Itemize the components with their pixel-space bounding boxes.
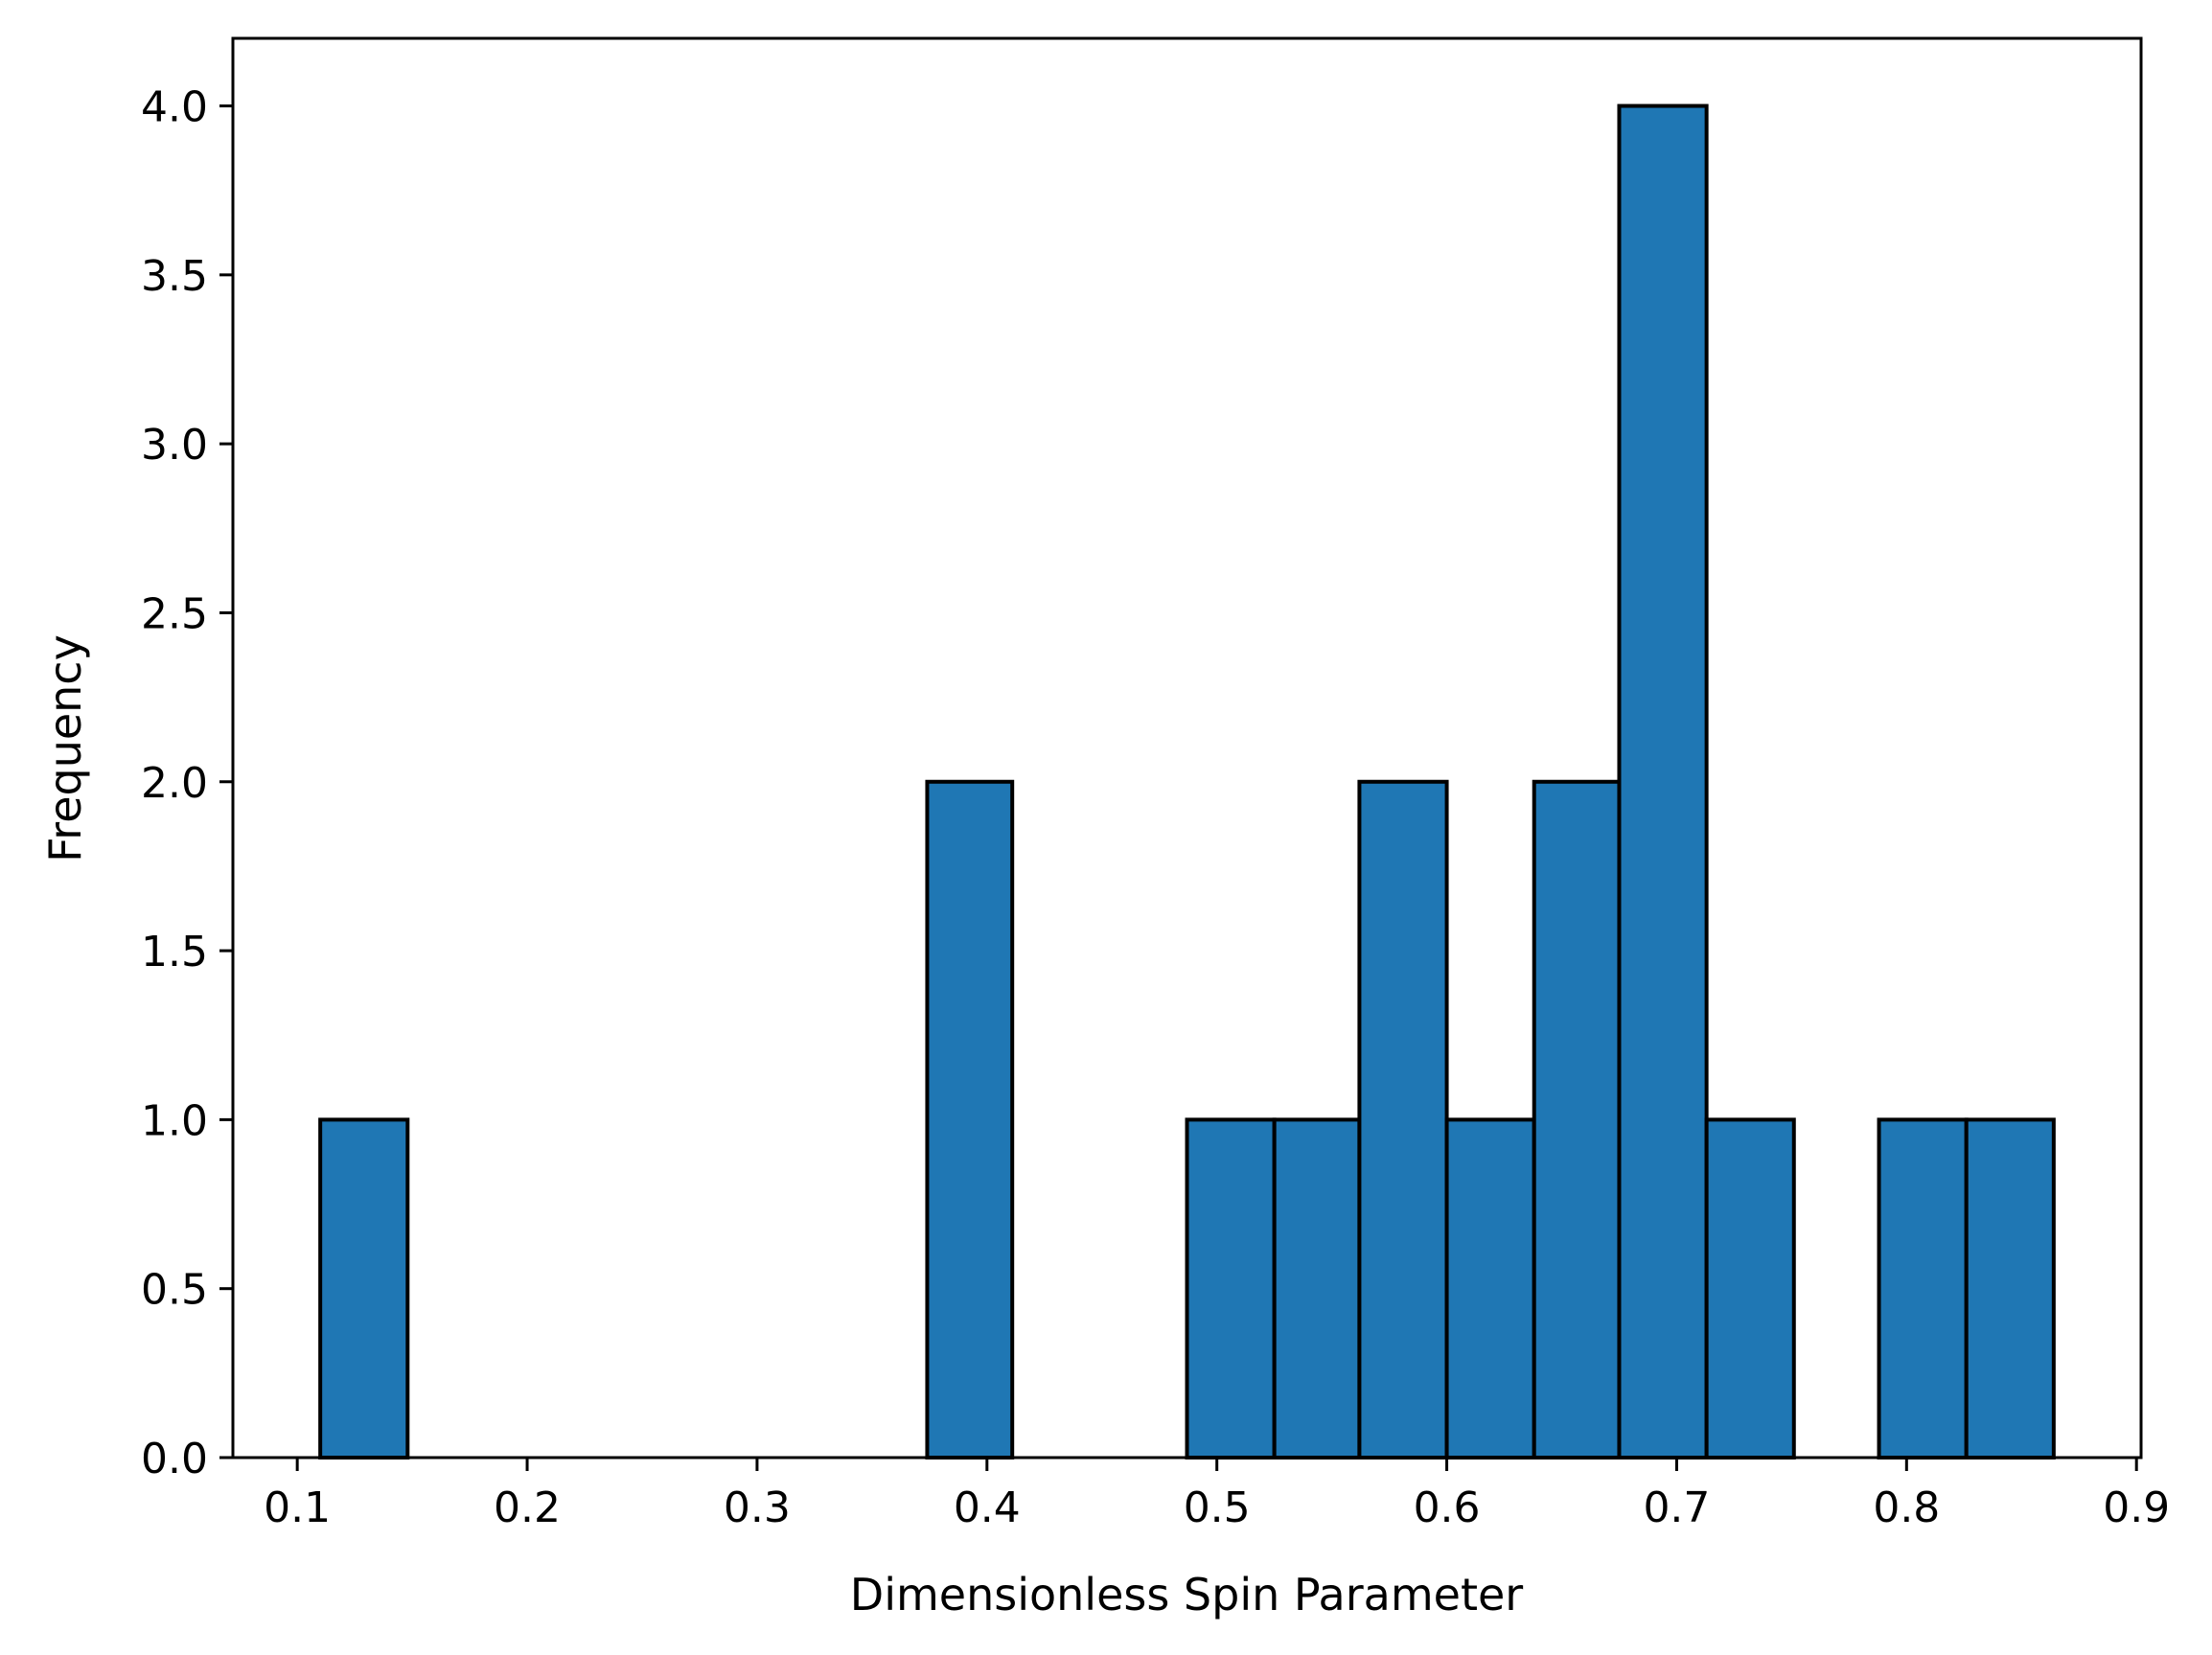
y-tick-label: 2.5 (141, 589, 208, 638)
x-tick-label: 0.2 (494, 1483, 561, 1532)
histogram-bar (1185, 1117, 1277, 1460)
plot-area-frame (231, 36, 2143, 1460)
y-tick-label: 3.5 (141, 252, 208, 301)
histogram-bar (1357, 779, 1449, 1460)
histogram-bar (1444, 1117, 1536, 1460)
histogram-bar (1964, 1117, 2056, 1460)
x-tick-label: 0.4 (954, 1483, 1021, 1532)
x-tick-label: 0.9 (2103, 1483, 2170, 1532)
y-tick-label: 1.5 (141, 928, 208, 977)
histogram-bar (925, 779, 1015, 1460)
y-tick-label: 0.5 (141, 1266, 208, 1315)
x-tick-label: 0.1 (264, 1483, 331, 1532)
histogram-bar (1704, 1117, 1796, 1460)
y-axis-ticks: 0.0 0.5 1.0 1.5 2.0 2.5 3.0 3.5 4.0 (141, 83, 233, 1483)
x-axis-ticks: 0.1 0.2 0.3 0.4 0.5 0.6 0.7 0.8 0.9 (264, 1458, 2170, 1532)
x-tick-label: 0.5 (1184, 1483, 1251, 1532)
x-axis-label: Dimensionless Spin Parameter (850, 1569, 1524, 1621)
y-tick-label: 4.0 (141, 83, 208, 132)
y-tick-label: 1.0 (141, 1096, 208, 1145)
x-tick-label: 0.7 (1643, 1483, 1710, 1532)
bars-layer (318, 103, 2056, 1460)
x-tick-label: 0.6 (1414, 1483, 1481, 1532)
x-tick-label: 0.3 (724, 1483, 791, 1532)
histogram-bar (318, 1117, 410, 1460)
x-tick-label: 0.8 (1873, 1483, 1940, 1532)
y-axis-label: Frequency (39, 634, 91, 862)
y-tick-label: 3.0 (141, 421, 208, 470)
histogram-bar (1272, 1117, 1362, 1460)
histogram-bar (1617, 103, 1709, 1460)
histogram-bar (1532, 779, 1622, 1460)
histogram-bar (1877, 1117, 1969, 1460)
y-tick-label: 2.0 (141, 759, 208, 808)
y-tick-label: 0.0 (141, 1435, 208, 1483)
